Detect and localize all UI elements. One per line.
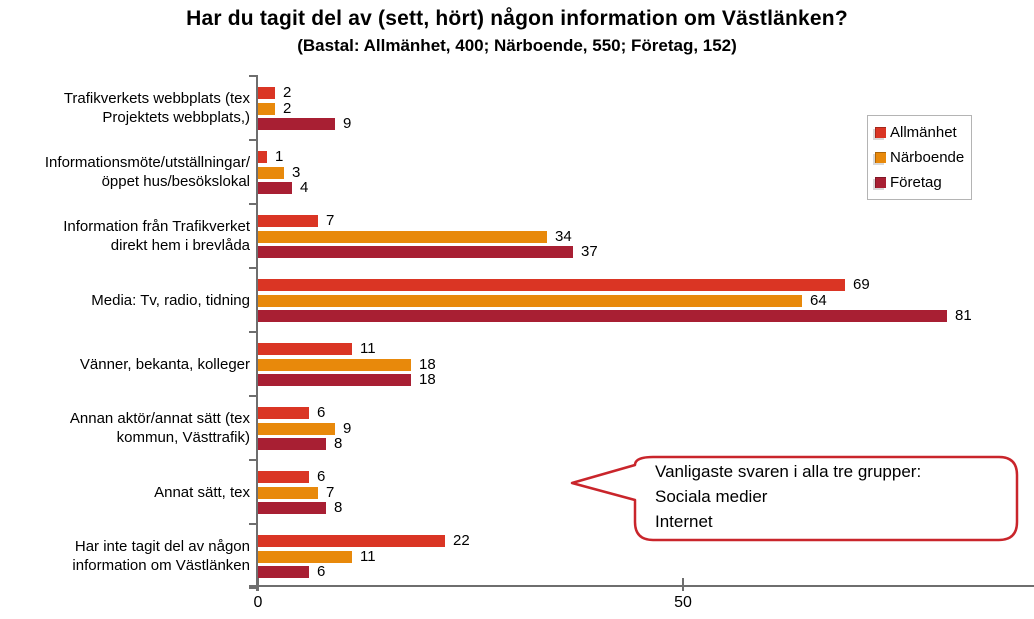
bar-value-label: 7 [326, 484, 335, 501]
bar-value-label: 4 [300, 179, 309, 196]
callout-line-1: Vanligaste svaren i alla tre grupper: [655, 462, 922, 481]
bar [258, 343, 352, 355]
x-tick-label-0: 0 [253, 594, 263, 611]
bar-value-label: 18 [419, 371, 436, 388]
bar-value-label: 3 [292, 164, 301, 181]
callout-bubble-shape [570, 455, 1019, 542]
callout-line-2: Sociala medier [655, 487, 768, 506]
bar-value-label: 2 [283, 84, 292, 101]
bar [258, 407, 309, 419]
bar-value-label: 2 [283, 100, 292, 117]
bar-value-label: 6 [317, 468, 326, 485]
bar-value-label: 1 [275, 148, 284, 165]
legend-marker-narboende-icon [875, 152, 886, 163]
category-label: Annan aktör/annat sätt (tex kommun, Västt… [69, 410, 250, 446]
bar-value-label: 22 [453, 532, 470, 549]
bar [258, 231, 547, 243]
callout-text: Vanligaste svaren i alla tre grupper: So… [655, 459, 1015, 534]
chart-subtitle: (Bastal: Allmänhet, 400; Närboende, 550;… [297, 36, 737, 55]
bar-value-label: 6 [317, 563, 326, 580]
bar-value-label: 9 [343, 115, 352, 132]
bar [258, 535, 445, 547]
callout-line-3: Internet [655, 512, 713, 531]
legend: Allmänhet Närboende Företag [867, 115, 972, 200]
y-axis-tick [249, 267, 257, 269]
category-label: Har inte tagit del av någon information o… [72, 538, 250, 574]
bar [258, 151, 267, 163]
y-axis-tick [249, 139, 257, 141]
bar [258, 487, 318, 499]
y-axis-line [256, 75, 258, 591]
bar-value-label: 81 [955, 307, 972, 324]
y-axis-tick [249, 331, 257, 333]
bar [258, 182, 292, 194]
bar [258, 215, 318, 227]
y-axis-tick [249, 523, 257, 525]
bar [258, 167, 284, 179]
legend-marker-allmanhet-icon [875, 127, 886, 138]
bar-value-label: 69 [853, 276, 870, 293]
legend-item-narboende: Närboende [875, 149, 971, 166]
bar-value-label: 6 [317, 404, 326, 421]
category-label: Annat sätt, tex [154, 483, 250, 501]
bar [258, 103, 275, 115]
bar [258, 87, 275, 99]
y-axis-tick [249, 75, 257, 77]
x-axis-tick [682, 578, 684, 591]
category-label: Trafikverkets webbplats (tex Projektets w… [63, 90, 250, 126]
y-axis-tick [249, 587, 257, 589]
legend-label-foretag: Företag [890, 174, 942, 191]
bar-value-label: 8 [334, 499, 343, 516]
bar [258, 118, 335, 130]
legend-marker-foretag-icon [875, 177, 886, 188]
bar [258, 438, 326, 450]
bar-value-label: 8 [334, 435, 343, 452]
bar-value-label: 34 [555, 228, 572, 245]
legend-label-allmanhet: Allmänhet [890, 124, 957, 141]
bar-value-label: 64 [810, 292, 827, 309]
category-label: Informationsmöte/utställningar/öppet hus… [44, 154, 250, 190]
bar-value-label: 7 [326, 212, 335, 229]
y-axis-tick [249, 459, 257, 461]
y-axis-tick [249, 395, 257, 397]
bar [258, 566, 309, 578]
bar-value-label: 18 [419, 356, 436, 373]
bar [258, 502, 326, 514]
legend-item-foretag: Företag [875, 174, 971, 191]
category-label: Media: Tv, radio, tidning [91, 291, 250, 309]
legend-label-narboende: Närboende [890, 149, 965, 166]
bar [258, 310, 947, 322]
bar-value-label: 11 [360, 340, 376, 357]
bar-value-label: 37 [581, 243, 598, 260]
x-tick-label-50: 50 [674, 594, 692, 611]
bar [258, 471, 309, 483]
bar [258, 246, 573, 258]
x-axis-tick [257, 578, 259, 591]
bar [258, 374, 411, 386]
bar [258, 359, 411, 371]
bar [258, 423, 335, 435]
bar-value-label: 11 [360, 548, 376, 565]
bar-value-label: 9 [343, 420, 352, 437]
y-axis-tick [249, 203, 257, 205]
bar [258, 279, 845, 291]
plot-area: 2 2 9 1 3 4 7 34 37 69 64 81 11 18 18 6 9 8 6 7 8 22 11 6 [258, 76, 1034, 588]
bar [258, 551, 352, 563]
chart-title: Har du tagit del av (sett, hört) någon i… [186, 7, 848, 30]
category-label: Vänner, bekanta, kolleger [79, 355, 250, 373]
x-axis-line [249, 585, 1034, 587]
category-label: Information från Trafikverket direkt hem … [63, 218, 250, 254]
bar [258, 295, 802, 307]
legend-item-allmanhet: Allmänhet [875, 124, 971, 141]
